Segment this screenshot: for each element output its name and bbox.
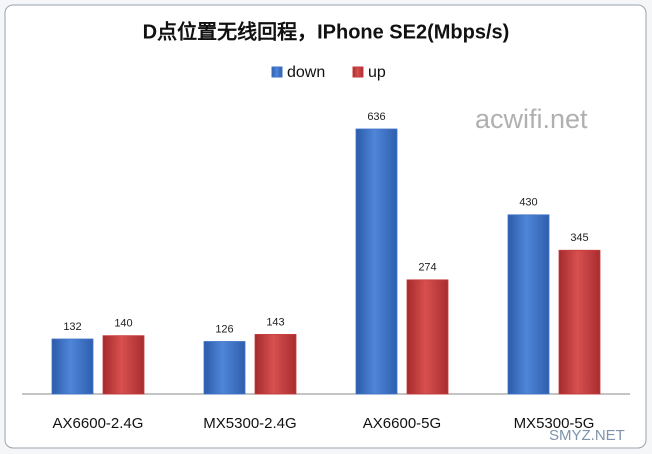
bar: [558, 249, 601, 395]
legend-swatch: [271, 66, 283, 78]
legend-label: down: [287, 64, 325, 81]
bar: [406, 279, 449, 395]
bar: [355, 128, 398, 395]
watermark: acwifi.net: [475, 104, 588, 134]
legend-swatch: [352, 66, 364, 78]
watermark: SMYZ.NET: [549, 427, 625, 444]
value-label: 143: [266, 316, 284, 328]
x-tick-label: AX6600-5G: [363, 415, 441, 432]
value-label: 636: [367, 111, 385, 123]
value-label: 274: [418, 262, 436, 274]
bar: [203, 341, 246, 395]
chart-title: D点位置无线回程，IPhone SE2(Mbps/s): [143, 19, 510, 43]
x-tick-label: AX6600-2.4G: [53, 415, 144, 432]
chart-frame: [4, 4, 647, 449]
x-tick-label: MX5300-2.4G: [203, 415, 296, 432]
legend-label: up: [368, 64, 386, 81]
bar: [507, 214, 550, 395]
bar: [254, 334, 297, 395]
bar: [51, 338, 94, 395]
value-label: 132: [63, 321, 81, 333]
value-label: 140: [114, 318, 132, 330]
value-label: 345: [570, 232, 588, 244]
value-label: 126: [215, 323, 233, 335]
x-tick-label: MX5300-5G: [514, 415, 595, 432]
bar: [102, 335, 145, 395]
value-label: 430: [519, 197, 537, 209]
